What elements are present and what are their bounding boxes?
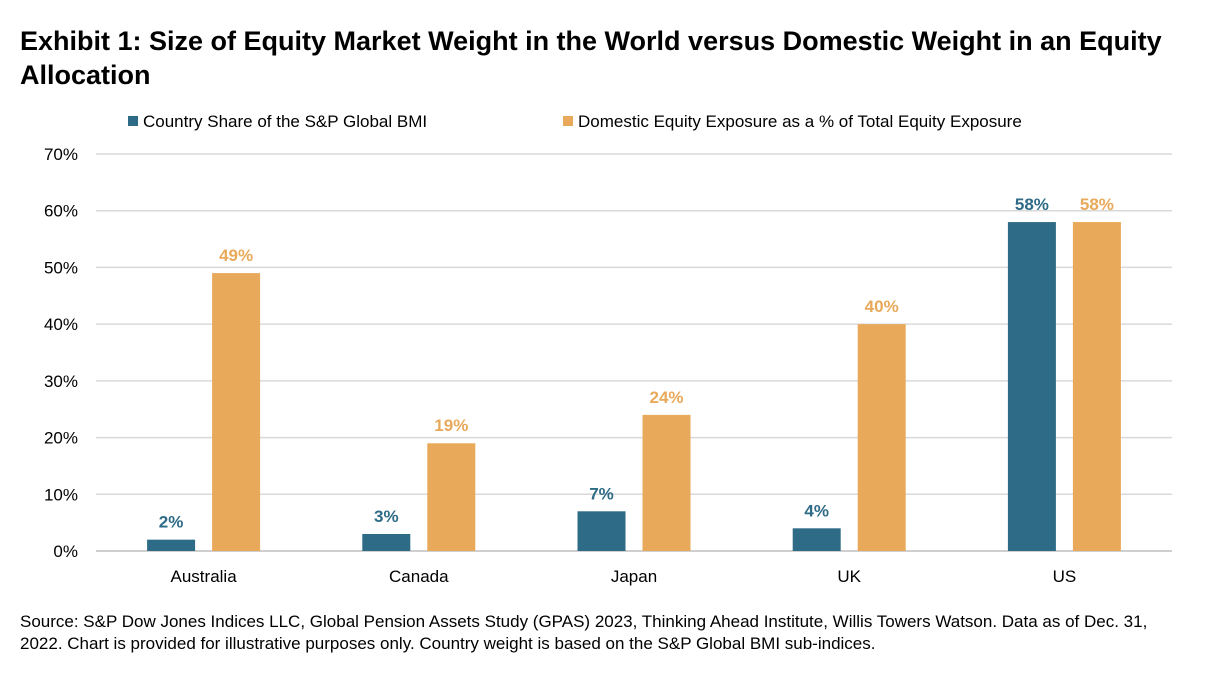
bar-australia-series-1 bbox=[147, 539, 196, 551]
y-tick-label: 60% bbox=[44, 202, 78, 221]
bar-japan-series-2 bbox=[642, 414, 691, 551]
gridlines bbox=[96, 153, 1172, 552]
data-label: 58% bbox=[1080, 195, 1114, 214]
x-tick-label: UK bbox=[837, 567, 861, 586]
x-tick-label: Japan bbox=[611, 567, 657, 586]
bar-uk-series-2 bbox=[857, 324, 906, 551]
legend-swatch-1 bbox=[128, 116, 138, 126]
bars bbox=[147, 222, 1121, 552]
data-label: 24% bbox=[649, 388, 683, 407]
x-tick-label: Canada bbox=[389, 567, 449, 586]
bar-canada-series-1 bbox=[362, 533, 411, 551]
data-labels: 2% 49% 3% 19% 7% 24% 4% 40% 58% 58% bbox=[159, 195, 1114, 532]
y-tick-label: 40% bbox=[44, 315, 78, 334]
data-label: 7% bbox=[589, 484, 614, 503]
y-tick-label: 10% bbox=[44, 485, 78, 504]
data-label: 19% bbox=[434, 416, 468, 435]
y-tick-label: 50% bbox=[44, 258, 78, 277]
x-axis: Australia Canada Japan UK US bbox=[171, 567, 1077, 586]
y-axis: 0% 10% 20% 30% 40% 50% 60% 70% bbox=[44, 145, 78, 561]
data-label: 49% bbox=[219, 246, 253, 265]
bar-uk-series-1 bbox=[792, 528, 841, 551]
bar-australia-series-2 bbox=[212, 273, 261, 551]
bar-canada-series-2 bbox=[427, 443, 476, 551]
bar-us-series-1 bbox=[1007, 222, 1056, 552]
y-tick-label: 30% bbox=[44, 372, 78, 391]
data-label: 58% bbox=[1015, 195, 1049, 214]
y-tick-label: 20% bbox=[44, 429, 78, 448]
source-note: Source: S&P Dow Jones Indices LLC, Globa… bbox=[20, 612, 1148, 653]
chart-title: Exhibit 1: Size of Equity Market Weight … bbox=[20, 26, 1162, 90]
bar-japan-series-1 bbox=[577, 511, 626, 551]
data-label: 4% bbox=[804, 501, 829, 520]
legend: Country Share of the S&P Global BMI Domes… bbox=[128, 112, 1022, 131]
data-label: 40% bbox=[865, 297, 899, 316]
bar-us-series-2 bbox=[1072, 222, 1121, 552]
legend-swatch-2 bbox=[563, 116, 573, 126]
x-tick-label: Australia bbox=[171, 567, 238, 586]
data-label: 3% bbox=[374, 507, 399, 526]
bar-chart: Country Share of the S&P Global BMI Domes… bbox=[44, 112, 1172, 586]
x-tick-label: US bbox=[1053, 567, 1077, 586]
legend-label-1: Country Share of the S&P Global BMI bbox=[143, 112, 427, 131]
y-tick-label: 70% bbox=[44, 145, 78, 164]
legend-label-2: Domestic Equity Exposure as a % of Total… bbox=[578, 112, 1022, 131]
data-label: 2% bbox=[159, 513, 184, 532]
y-tick-label: 0% bbox=[53, 542, 78, 561]
